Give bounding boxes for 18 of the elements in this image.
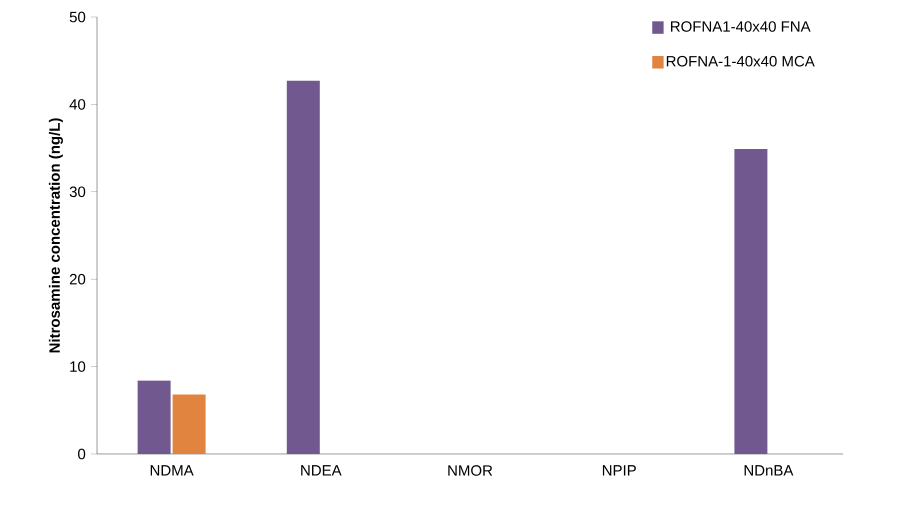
y-tick-label: 50 bbox=[70, 12, 86, 22]
y-tick-label: 0 bbox=[78, 448, 86, 460]
bar bbox=[172, 394, 206, 454]
y-tick-label: 30 bbox=[70, 186, 86, 198]
y-tick-label: 20 bbox=[70, 274, 86, 284]
bar bbox=[734, 148, 768, 454]
y-tick-label: 40 bbox=[69, 99, 86, 110]
legend-label: ROFNA1-40x40 FNA bbox=[671, 21, 811, 32]
bar bbox=[286, 80, 320, 454]
x-tick-label: NPIP bbox=[602, 465, 636, 476]
x-tick-label: NMOR bbox=[448, 465, 492, 476]
y-axis-title: Nitrosamine concentration (ng/L) bbox=[48, 118, 63, 352]
legend-label: ROFNA-1-40x40 MCA bbox=[666, 56, 815, 67]
y-tick-label: 10 bbox=[70, 361, 86, 372]
x-tick-label: NDMA bbox=[150, 465, 194, 476]
x-tick-label: NDnBA bbox=[744, 465, 794, 476]
x-tick-label: NDEA bbox=[301, 465, 342, 476]
bar bbox=[138, 380, 171, 454]
